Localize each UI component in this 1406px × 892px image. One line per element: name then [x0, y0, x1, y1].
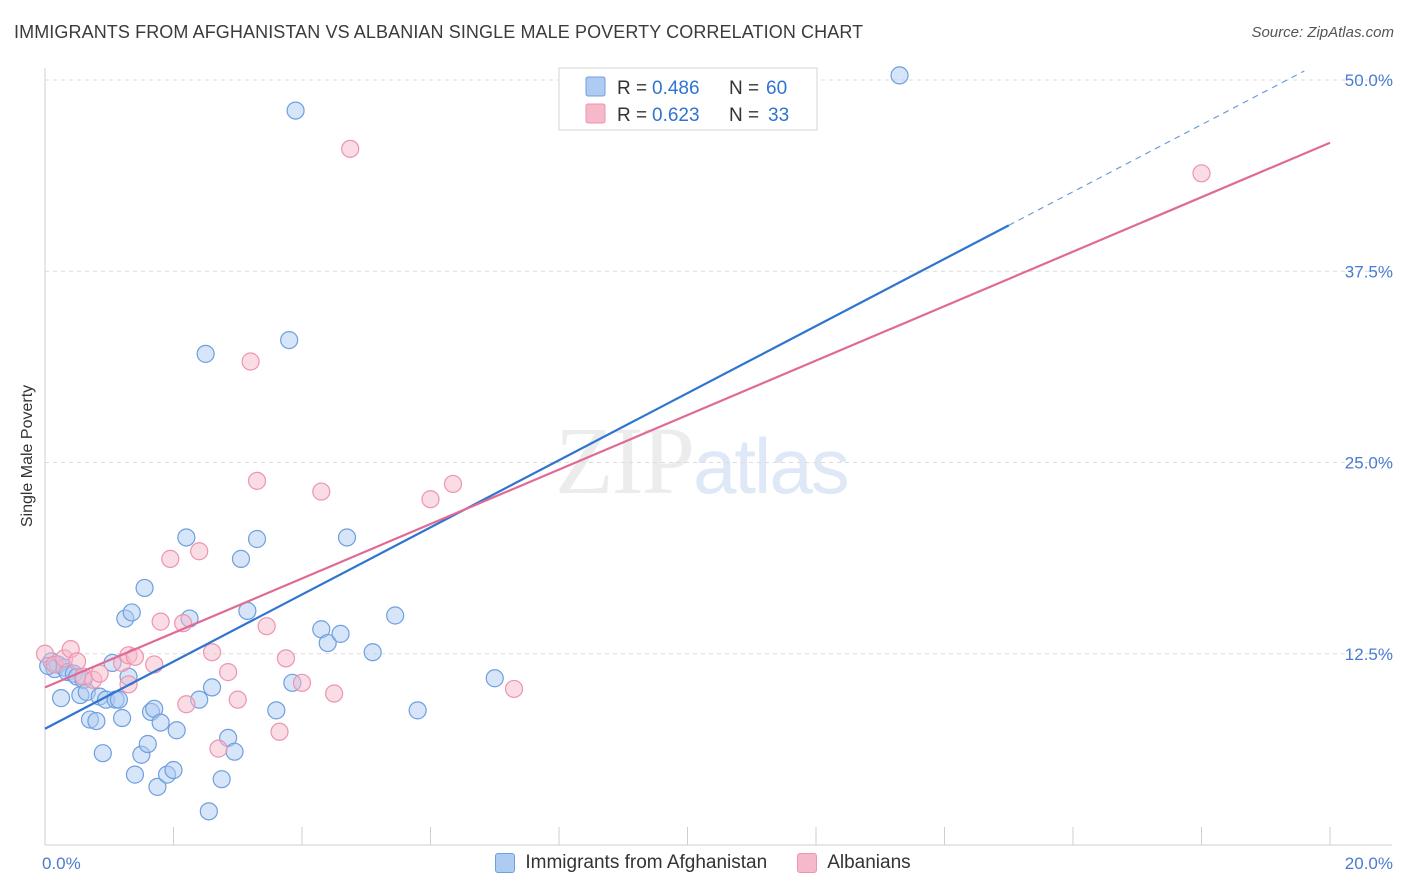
legend-swatch-afghanistan — [585, 76, 606, 97]
data-point-blue — [122, 603, 141, 622]
data-point-pink — [247, 471, 267, 490]
data-point-pink — [151, 612, 170, 631]
data-point-pink — [276, 649, 296, 668]
series-swatch-afghanistan — [495, 853, 516, 873]
data-point-pink — [421, 490, 440, 509]
data-points — [35, 66, 1211, 821]
data-point-blue — [93, 744, 112, 763]
data-point-pink — [312, 482, 331, 501]
data-point-pink — [145, 655, 164, 674]
data-point-pink — [241, 352, 260, 371]
stats-legend: R = 0.486 N = 60 R = 0.623 N = 33 — [558, 67, 818, 131]
data-point-blue — [151, 713, 170, 732]
legend-r-label-albanians: R = — [617, 105, 647, 126]
data-point-blue — [202, 678, 222, 697]
legend-r-value-afghanistan: 0.486 — [652, 78, 700, 99]
series-legend: Immigrants from Afghanistan Albanians — [0, 852, 1406, 874]
series-legend-item-albanians: Albanians — [797, 852, 911, 874]
data-point-blue — [286, 101, 305, 120]
data-point-pink — [270, 722, 289, 741]
data-point-blue — [167, 721, 186, 740]
data-point-pink — [209, 739, 228, 758]
data-point-pink — [443, 474, 463, 494]
data-point-blue — [337, 528, 357, 547]
y-tick-label: 25.0% — [1345, 454, 1393, 473]
series-swatch-albanians — [797, 853, 818, 873]
data-point-blue — [890, 66, 909, 85]
data-point-pink — [228, 690, 247, 709]
data-point-blue — [212, 770, 231, 789]
watermark-atlas: atlas — [693, 422, 850, 510]
tick-labels: 12.5% 25.0% 37.5% 50.0% 0.0% 20.0% — [42, 71, 1393, 873]
data-point-pink — [325, 684, 344, 703]
trend-line-pink — [44, 141, 1331, 689]
data-point-blue — [87, 711, 106, 731]
legend-n-value-albanians: 33 — [768, 105, 789, 126]
data-point-blue — [225, 742, 244, 761]
data-point-blue — [51, 689, 71, 708]
x-tick-label-max: 20.0% — [1345, 854, 1393, 873]
data-point-blue — [164, 760, 183, 780]
data-point-blue — [267, 701, 286, 720]
x-tick-label-min: 0.0% — [42, 854, 81, 873]
y-tick-label: 50.0% — [1345, 71, 1393, 90]
data-point-blue — [177, 528, 196, 547]
series-legend-item-afghanistan: Immigrants from Afghanistan — [495, 852, 767, 874]
series-legend-label-albanians: Albanians — [827, 852, 911, 873]
data-point-pink — [190, 542, 209, 561]
trend-lines — [44, 70, 1331, 730]
data-point-pink — [68, 652, 87, 671]
legend-n-label-afghanistan: N = — [729, 78, 759, 99]
data-point-pink — [202, 643, 222, 662]
data-point-blue — [363, 643, 382, 662]
trend-line-blue — [44, 224, 1010, 730]
data-point-blue — [485, 669, 504, 688]
data-point-pink — [504, 679, 524, 699]
legend-r-label-afghanistan: R = — [617, 78, 647, 99]
axes — [44, 68, 1392, 846]
chart-title: IMMIGRANTS FROM AFGHANISTAN VS ALBANIAN … — [14, 22, 864, 42]
data-point-blue — [408, 701, 427, 720]
data-point-pink — [161, 549, 180, 568]
data-point-blue — [138, 734, 157, 754]
legend-swatch-albanians — [585, 103, 606, 124]
data-point-blue — [148, 777, 167, 796]
source-label: Source: ZipAtlas.com — [1251, 24, 1394, 41]
data-point-blue — [386, 606, 405, 625]
data-point-blue — [247, 529, 267, 549]
legend-r-value-albanians: 0.623 — [652, 105, 700, 126]
data-point-blue — [280, 331, 299, 350]
trend-line-extension-blue — [1008, 70, 1305, 226]
data-point-blue — [196, 344, 215, 363]
data-point-pink — [177, 695, 196, 714]
series-legend-label-afghanistan: Immigrants from Afghanistan — [525, 852, 768, 873]
data-point-pink — [257, 617, 276, 636]
data-point-blue — [112, 708, 132, 728]
data-point-blue — [135, 578, 154, 598]
data-point-blue — [318, 633, 337, 653]
data-point-blue — [331, 624, 350, 643]
y-tick-label: 12.5% — [1345, 645, 1393, 664]
data-point-pink — [1192, 164, 1211, 183]
data-point-pink — [219, 663, 238, 682]
legend-n-value-afghanistan: 60 — [766, 78, 787, 99]
data-point-blue — [125, 765, 145, 784]
y-tick-label: 37.5% — [1345, 262, 1393, 281]
legend-n-label-albanians: N = — [729, 105, 759, 126]
data-point-blue — [231, 549, 251, 568]
data-point-pink — [341, 139, 360, 158]
data-point-pink — [292, 673, 312, 692]
data-point-blue — [199, 802, 218, 821]
